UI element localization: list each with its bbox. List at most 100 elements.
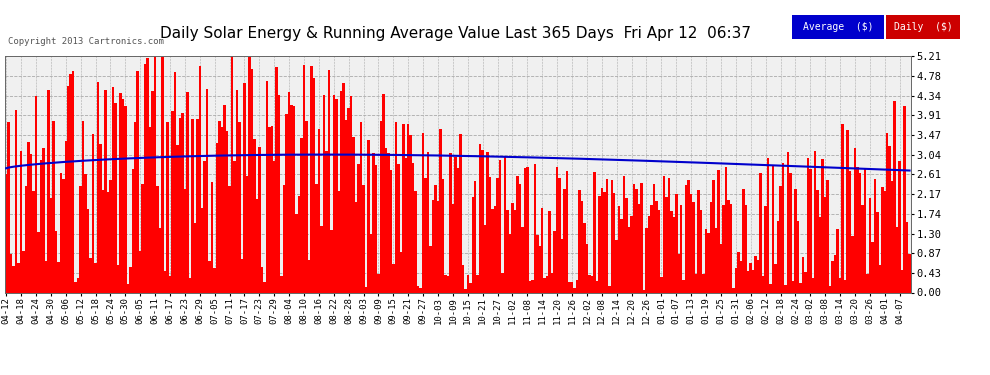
- Bar: [372, 153, 375, 292]
- Bar: [576, 280, 578, 292]
- Bar: [491, 210, 494, 292]
- Bar: [603, 192, 606, 292]
- Bar: [702, 274, 705, 292]
- Bar: [665, 196, 667, 292]
- Bar: [87, 209, 89, 292]
- Bar: [35, 96, 38, 292]
- Bar: [707, 232, 710, 292]
- Bar: [380, 121, 382, 292]
- Bar: [258, 147, 260, 292]
- Bar: [891, 180, 893, 292]
- Text: Average  ($): Average ($): [803, 22, 873, 32]
- Bar: [563, 189, 566, 292]
- Bar: [817, 190, 819, 292]
- Bar: [712, 180, 715, 292]
- Bar: [536, 235, 539, 292]
- Bar: [308, 261, 310, 292]
- Bar: [675, 194, 677, 292]
- Bar: [189, 278, 191, 292]
- Bar: [221, 127, 224, 292]
- Bar: [738, 252, 740, 292]
- Bar: [621, 219, 623, 292]
- Bar: [551, 273, 553, 292]
- Bar: [469, 282, 471, 292]
- Bar: [359, 122, 362, 292]
- Bar: [5, 174, 8, 292]
- Bar: [692, 202, 695, 292]
- Bar: [568, 282, 571, 292]
- Bar: [132, 170, 134, 292]
- Bar: [863, 168, 866, 292]
- Bar: [437, 201, 440, 292]
- Bar: [345, 120, 347, 292]
- Bar: [134, 122, 137, 292]
- Bar: [62, 179, 64, 292]
- Bar: [445, 275, 446, 292]
- Bar: [655, 201, 657, 292]
- Bar: [64, 141, 67, 292]
- Bar: [486, 152, 489, 292]
- Bar: [454, 157, 456, 292]
- Bar: [886, 133, 888, 292]
- Bar: [628, 227, 631, 292]
- Bar: [48, 90, 50, 292]
- Bar: [263, 282, 265, 292]
- Bar: [853, 148, 856, 292]
- Bar: [680, 205, 682, 292]
- Bar: [744, 205, 747, 292]
- Bar: [613, 193, 616, 292]
- Bar: [400, 252, 402, 292]
- Bar: [764, 206, 767, 292]
- Bar: [774, 264, 777, 292]
- Bar: [687, 180, 690, 292]
- Bar: [641, 183, 643, 292]
- Bar: [529, 281, 531, 292]
- Bar: [278, 95, 280, 292]
- Bar: [82, 121, 84, 292]
- Bar: [163, 271, 166, 292]
- Bar: [343, 83, 345, 292]
- Bar: [588, 275, 591, 292]
- Bar: [151, 91, 153, 292]
- Bar: [335, 99, 338, 292]
- Text: Copyright 2013 Cartronics.com: Copyright 2013 Cartronics.com: [8, 38, 163, 46]
- Bar: [283, 185, 285, 292]
- Bar: [209, 261, 211, 292]
- Bar: [631, 216, 633, 292]
- Bar: [545, 276, 548, 292]
- Bar: [364, 287, 367, 292]
- Bar: [77, 278, 79, 292]
- Bar: [241, 259, 244, 292]
- Bar: [667, 178, 670, 292]
- Bar: [33, 191, 35, 292]
- Bar: [246, 176, 248, 292]
- Bar: [382, 94, 385, 292]
- Bar: [531, 280, 534, 292]
- Bar: [524, 168, 526, 292]
- Bar: [280, 276, 283, 292]
- Bar: [571, 282, 573, 292]
- Bar: [601, 188, 603, 292]
- Bar: [832, 261, 834, 292]
- Bar: [710, 202, 712, 292]
- Text: Daily  ($): Daily ($): [894, 22, 952, 32]
- Bar: [10, 254, 13, 292]
- Bar: [593, 172, 596, 292]
- Bar: [747, 272, 749, 292]
- Bar: [494, 206, 496, 292]
- Bar: [89, 258, 92, 292]
- Bar: [387, 153, 390, 292]
- Bar: [8, 122, 10, 292]
- Bar: [464, 288, 466, 292]
- Bar: [471, 197, 474, 292]
- Bar: [461, 266, 464, 292]
- Bar: [417, 286, 420, 292]
- Bar: [370, 234, 372, 292]
- Bar: [812, 278, 814, 292]
- Bar: [265, 81, 268, 292]
- Bar: [672, 217, 675, 292]
- Bar: [127, 284, 129, 292]
- Bar: [357, 164, 359, 292]
- Bar: [489, 177, 491, 292]
- Bar: [558, 177, 561, 292]
